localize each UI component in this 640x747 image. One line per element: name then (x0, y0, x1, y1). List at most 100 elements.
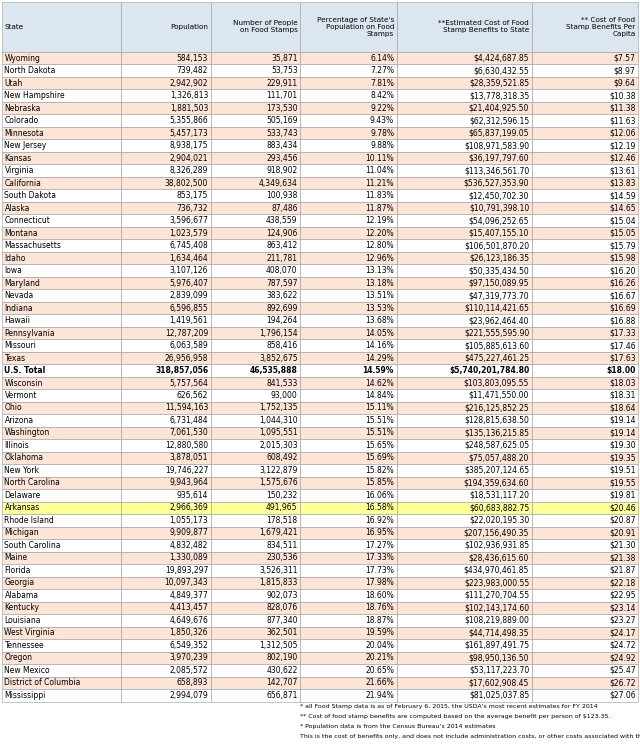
Bar (397, 514, 532, 527)
Text: 19,893,297: 19,893,297 (165, 566, 208, 575)
Text: 35,871: 35,871 (271, 54, 298, 63)
Bar (2, 577, 121, 589)
Bar (532, 464, 638, 477)
Bar (121, 190, 211, 202)
Bar (2, 102, 121, 114)
Bar (397, 177, 532, 190)
Bar (397, 376, 532, 389)
Text: $19.55: $19.55 (609, 478, 636, 488)
Text: Delaware: Delaware (4, 491, 41, 500)
Text: Kansas: Kansas (4, 154, 32, 163)
Bar (397, 477, 532, 489)
Text: 1,815,833: 1,815,833 (259, 578, 298, 587)
Text: $13.61: $13.61 (609, 166, 636, 175)
Bar (121, 52, 211, 64)
Text: $20.87: $20.87 (609, 516, 636, 525)
Text: District of Columbia: District of Columbia (4, 678, 81, 687)
Bar (211, 277, 300, 289)
Bar (397, 564, 532, 577)
Text: Iowa: Iowa (4, 266, 22, 275)
Text: 1,044,310: 1,044,310 (259, 416, 298, 425)
Bar (397, 289, 532, 302)
Text: 787,597: 787,597 (266, 279, 298, 288)
Bar (121, 452, 211, 464)
Bar (2, 339, 121, 352)
Text: Oregon: Oregon (4, 654, 33, 663)
Bar (2, 214, 121, 227)
Bar (2, 614, 121, 627)
Text: 1,055,173: 1,055,173 (170, 516, 208, 525)
Bar (211, 90, 300, 102)
Text: 383,622: 383,622 (266, 291, 298, 300)
Text: 6.14%: 6.14% (370, 54, 394, 63)
Bar (397, 589, 532, 601)
Text: $36,197,797.60: $36,197,797.60 (468, 154, 529, 163)
Text: $97,150,089.95: $97,150,089.95 (468, 279, 529, 288)
Bar (300, 264, 397, 277)
Text: 877,340: 877,340 (266, 616, 298, 624)
Bar (300, 651, 397, 664)
Bar (121, 402, 211, 415)
Text: $6,630,432.55: $6,630,432.55 (474, 66, 529, 75)
Bar (300, 439, 397, 452)
Text: Louisiana: Louisiana (4, 616, 41, 624)
Bar (532, 601, 638, 614)
Bar (2, 164, 121, 177)
Bar (532, 52, 638, 64)
Bar (397, 302, 532, 314)
Text: $108,971,583.90: $108,971,583.90 (464, 141, 529, 150)
Text: 533,743: 533,743 (266, 128, 298, 137)
Bar (532, 439, 638, 452)
Text: 13.13%: 13.13% (365, 266, 394, 275)
Bar (2, 514, 121, 527)
Text: 6,549,352: 6,549,352 (170, 641, 208, 650)
Bar (211, 289, 300, 302)
Text: $28,436,615.60: $28,436,615.60 (468, 554, 529, 562)
Text: $110,114,421.65: $110,114,421.65 (464, 303, 529, 312)
Text: 430,622: 430,622 (266, 666, 298, 675)
Text: $75,057,488.20: $75,057,488.20 (468, 453, 529, 462)
Bar (2, 376, 121, 389)
Bar (2, 140, 121, 152)
Text: Massachusetts: Massachusetts (4, 241, 61, 250)
Bar (211, 339, 300, 352)
Bar (300, 202, 397, 214)
Text: $21.87: $21.87 (609, 566, 636, 575)
Text: 14.84%: 14.84% (365, 391, 394, 400)
Text: $26.72: $26.72 (609, 678, 636, 687)
Text: 9,909,877: 9,909,877 (170, 528, 208, 537)
Bar (532, 514, 638, 527)
Bar (2, 2, 121, 52)
Bar (121, 514, 211, 527)
Bar (2, 489, 121, 502)
Text: Connecticut: Connecticut (4, 216, 51, 225)
Text: $19.35: $19.35 (609, 453, 636, 462)
Text: $18.31: $18.31 (609, 391, 636, 400)
Text: 11.83%: 11.83% (365, 191, 394, 200)
Text: 20.21%: 20.21% (365, 654, 394, 663)
Text: 853,175: 853,175 (177, 191, 208, 200)
Bar (300, 452, 397, 464)
Text: 19,746,227: 19,746,227 (165, 466, 208, 475)
Text: $10.38: $10.38 (609, 91, 636, 100)
Bar (397, 164, 532, 177)
Text: $113,346,561.70: $113,346,561.70 (464, 166, 529, 175)
Text: 3,526,311: 3,526,311 (259, 566, 298, 575)
Text: 17.27%: 17.27% (365, 541, 394, 550)
Text: 10.11%: 10.11% (365, 154, 394, 163)
Text: 11.21%: 11.21% (365, 179, 394, 187)
Text: $21,404,925.50: $21,404,925.50 (468, 104, 529, 113)
Text: 87,486: 87,486 (271, 204, 298, 213)
Bar (2, 601, 121, 614)
Bar (121, 415, 211, 427)
Text: 4,649,676: 4,649,676 (170, 616, 208, 624)
Text: 739,482: 739,482 (177, 66, 208, 75)
Bar (300, 601, 397, 614)
Bar (121, 64, 211, 77)
Text: $21.38: $21.38 (609, 554, 636, 562)
Bar (532, 214, 638, 227)
Text: North Dakota: North Dakota (4, 66, 56, 75)
Bar (532, 365, 638, 376)
Bar (300, 376, 397, 389)
Bar (2, 352, 121, 365)
